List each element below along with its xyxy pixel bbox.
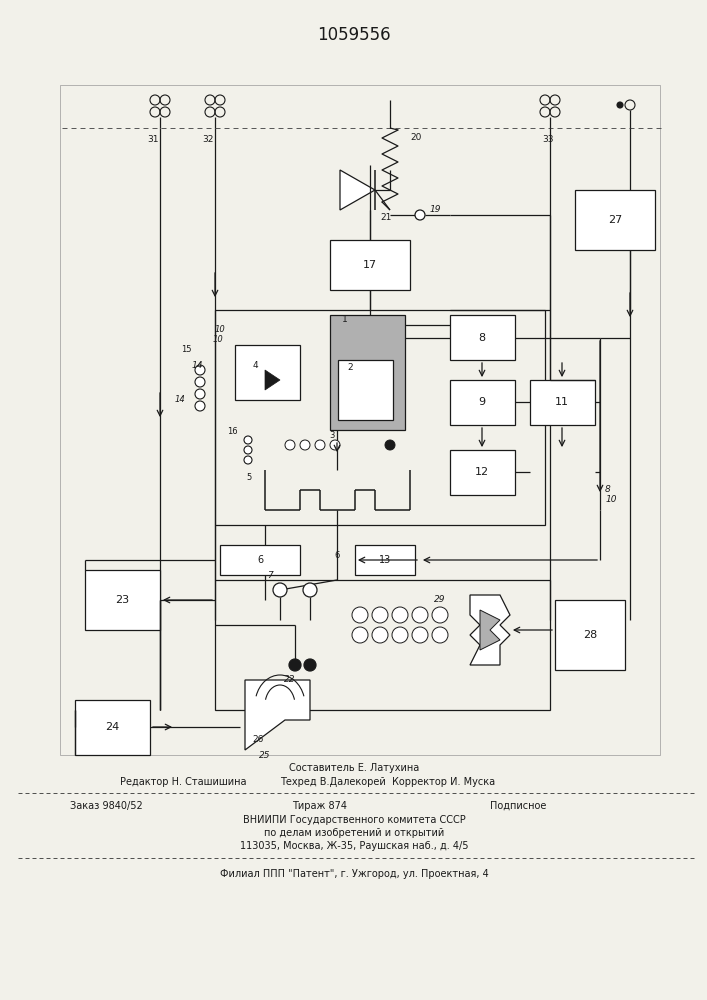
Bar: [330, 315, 405, 430]
Text: 2: 2: [347, 362, 353, 371]
Text: Редактор Н. Сташишина: Редактор Н. Сташишина: [120, 777, 247, 787]
Polygon shape: [470, 595, 510, 665]
Circle shape: [392, 607, 408, 623]
Circle shape: [415, 210, 425, 220]
Circle shape: [195, 377, 205, 387]
Text: Заказ 9840/52: Заказ 9840/52: [70, 801, 143, 811]
Circle shape: [273, 583, 287, 597]
Bar: [575, 190, 655, 250]
Bar: [75, 700, 150, 755]
Bar: [60, 85, 660, 755]
Circle shape: [244, 436, 252, 444]
Circle shape: [372, 627, 388, 643]
Bar: [215, 310, 545, 525]
Bar: [338, 360, 393, 420]
Circle shape: [195, 401, 205, 411]
Text: 1059556: 1059556: [317, 26, 391, 44]
Text: 12: 12: [475, 467, 489, 477]
Text: Филиал ППП "Патент", г. Ужгород, ул. Проектная, 4: Филиал ППП "Патент", г. Ужгород, ул. Про…: [220, 869, 489, 879]
Bar: [215, 580, 550, 710]
Text: Подписное: Подписное: [490, 801, 547, 811]
Circle shape: [385, 440, 395, 450]
Text: 10: 10: [213, 336, 223, 344]
Polygon shape: [480, 610, 500, 650]
Text: 6: 6: [257, 555, 263, 565]
Polygon shape: [265, 370, 280, 390]
Text: 20: 20: [410, 133, 421, 142]
Text: 31: 31: [147, 135, 159, 144]
Bar: [85, 570, 160, 630]
Circle shape: [315, 440, 325, 450]
Bar: [235, 345, 300, 400]
Text: 13: 13: [379, 555, 391, 565]
Text: 29: 29: [434, 595, 445, 604]
Circle shape: [432, 607, 448, 623]
Circle shape: [617, 102, 623, 108]
Circle shape: [304, 659, 316, 671]
Text: 22: 22: [284, 676, 296, 684]
Circle shape: [195, 365, 205, 375]
Circle shape: [300, 440, 310, 450]
Polygon shape: [340, 170, 375, 210]
Text: 19: 19: [430, 206, 441, 215]
Text: 14: 14: [192, 360, 203, 369]
Text: 8: 8: [605, 486, 611, 494]
Text: 25: 25: [259, 750, 271, 760]
Circle shape: [330, 440, 340, 450]
Circle shape: [285, 440, 295, 450]
Text: 15: 15: [182, 346, 192, 355]
Circle shape: [352, 627, 368, 643]
Circle shape: [352, 607, 368, 623]
Text: 4: 4: [252, 360, 258, 369]
Text: 1: 1: [342, 316, 348, 324]
Bar: [355, 545, 415, 575]
Text: 17: 17: [363, 260, 377, 270]
Text: Составитель Е. Латухина: Составитель Е. Латухина: [289, 763, 419, 773]
Circle shape: [372, 607, 388, 623]
Text: 27: 27: [608, 215, 622, 225]
Circle shape: [412, 607, 428, 623]
Text: 33: 33: [542, 135, 554, 144]
Circle shape: [303, 583, 317, 597]
Text: 28: 28: [583, 630, 597, 640]
Text: 10: 10: [215, 326, 226, 334]
Bar: [530, 380, 595, 425]
Bar: [555, 600, 625, 670]
Text: 3: 3: [329, 430, 334, 440]
Polygon shape: [245, 680, 310, 750]
Circle shape: [392, 627, 408, 643]
Bar: [220, 545, 300, 575]
Bar: [450, 315, 515, 360]
Circle shape: [244, 446, 252, 454]
Text: ВНИИПИ Государственного комитета СССР: ВНИИПИ Государственного комитета СССР: [243, 815, 465, 825]
Bar: [330, 240, 410, 290]
Circle shape: [289, 659, 301, 671]
Text: Тираж 874: Тираж 874: [293, 801, 348, 811]
Text: по делам изобретений и открытий: по делам изобретений и открытий: [264, 828, 444, 838]
Text: 14: 14: [174, 395, 185, 404]
Circle shape: [244, 456, 252, 464]
Text: 11: 11: [555, 397, 569, 407]
Text: 16: 16: [228, 428, 238, 436]
Text: Техред В.Далекорей  Корректор И. Муска: Техред В.Далекорей Корректор И. Муска: [280, 777, 495, 787]
Text: 6: 6: [334, 550, 340, 560]
Text: 23: 23: [115, 595, 129, 605]
Text: 8: 8: [479, 333, 486, 343]
Text: 21: 21: [380, 214, 392, 223]
Text: 32: 32: [202, 135, 214, 144]
Bar: [450, 380, 515, 425]
Bar: [450, 450, 515, 495]
Text: 24: 24: [105, 722, 119, 732]
Text: 26: 26: [252, 736, 264, 744]
Text: 9: 9: [479, 397, 486, 407]
Circle shape: [412, 627, 428, 643]
Text: 10: 10: [606, 495, 617, 504]
Text: 5: 5: [247, 474, 252, 483]
Circle shape: [195, 389, 205, 399]
Text: 7: 7: [267, 570, 273, 580]
Circle shape: [432, 627, 448, 643]
Text: 113035, Москва, Ж-35, Раушская наб., д. 4/5: 113035, Москва, Ж-35, Раушская наб., д. …: [240, 841, 468, 851]
